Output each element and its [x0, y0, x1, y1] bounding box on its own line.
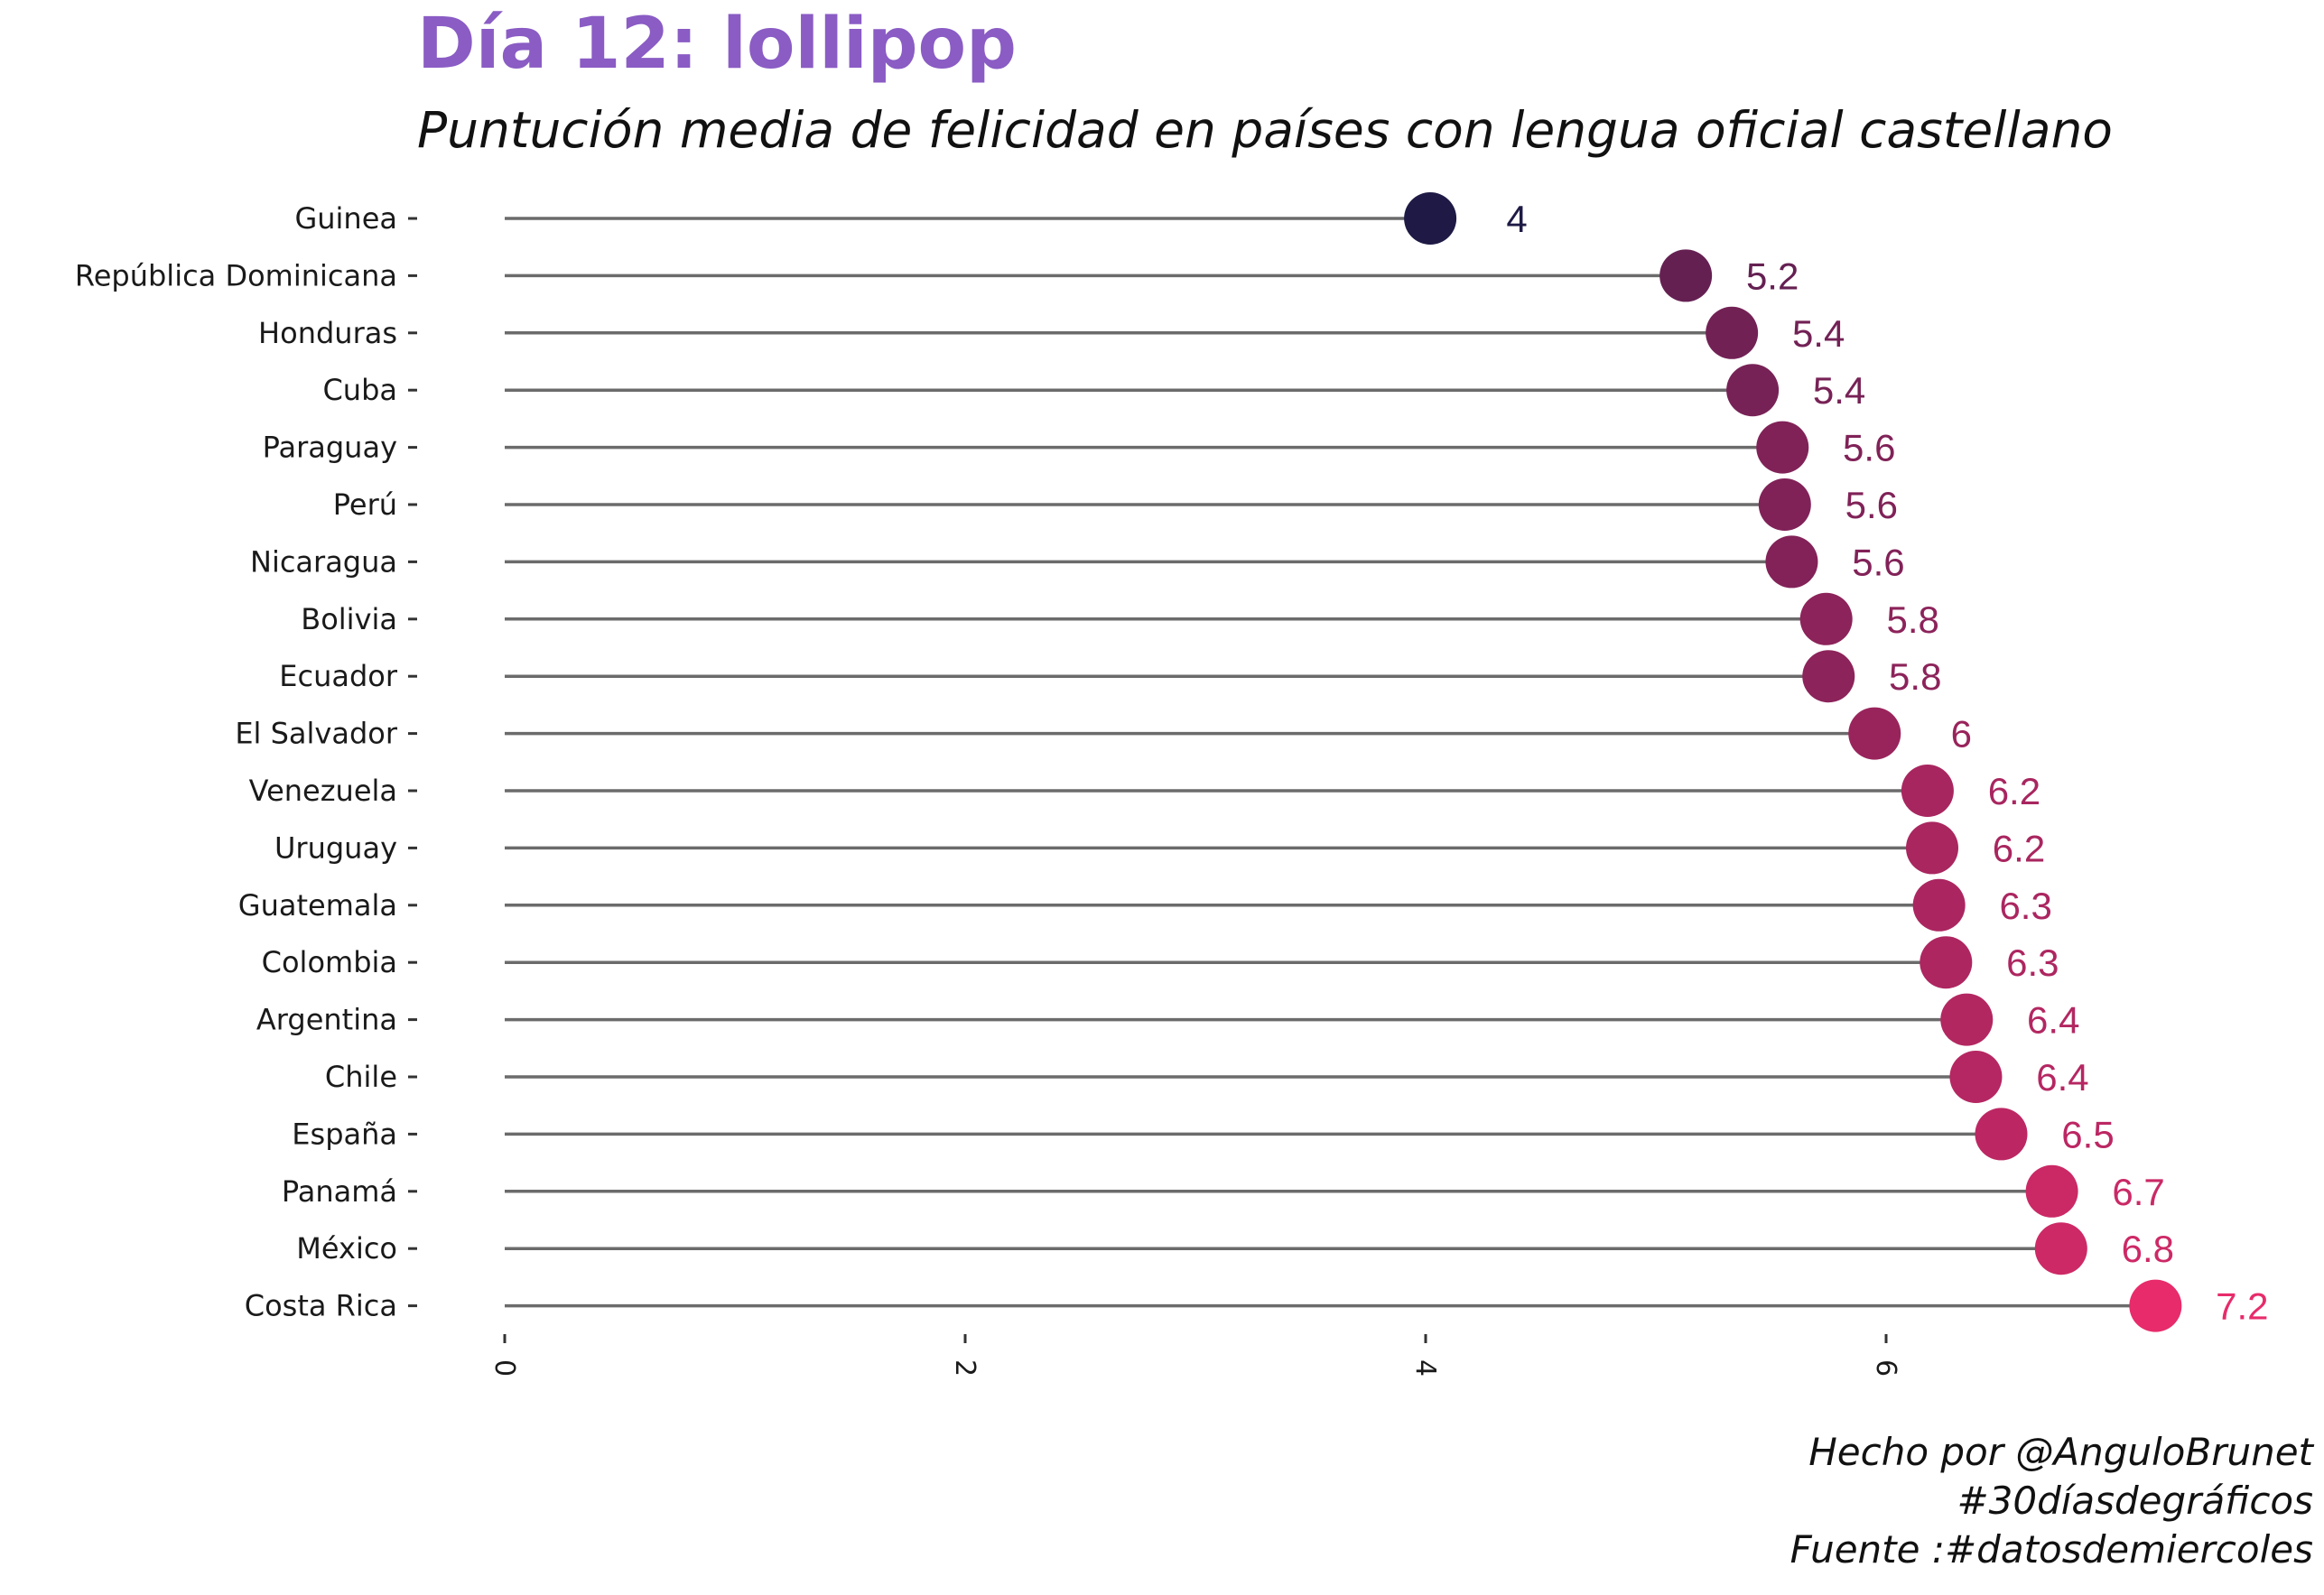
chart-title: Día 12: lollipop: [417, 4, 1017, 85]
lollipop-point: [1758, 478, 1811, 531]
category-label: España: [292, 1117, 397, 1151]
category-label: Bolivia: [301, 602, 397, 636]
lollipop-point: [1659, 249, 1713, 302]
caption-hashtag: #30díasdegráficos: [1957, 1479, 2313, 1523]
category-label: Ecuador: [279, 659, 398, 693]
value-labels-layer: 45.25.45.45.65.65.65.85.866.26.26.36.36.…: [1506, 198, 2268, 1328]
lollipop-point: [2034, 1222, 2087, 1275]
value-label: 6.2: [1988, 770, 2040, 812]
lollipop-point: [1848, 707, 1901, 760]
category-label: Nicaragua: [250, 544, 397, 579]
x-tick-label: 4: [1409, 1359, 1441, 1377]
lollipop-point: [1906, 821, 1958, 875]
category-label: México: [296, 1231, 397, 1266]
value-label: 6.8: [2122, 1228, 2174, 1270]
category-label: Cuba: [322, 373, 397, 407]
value-label: 6.4: [2036, 1056, 2088, 1099]
category-label: Uruguay: [274, 830, 397, 865]
value-label: 5.6: [1852, 541, 1904, 583]
lollipop-point: [2129, 1279, 2182, 1332]
value-label: 6.7: [2112, 1171, 2164, 1213]
lollipop-point: [1901, 765, 1954, 817]
category-label: República Dominicana: [75, 258, 397, 292]
x-tick-label: 2: [949, 1359, 981, 1377]
value-label: 5.8: [1887, 598, 1939, 641]
value-label: 6.2: [1993, 827, 2045, 869]
y-axis: Guinea República Dominicana Honduras Cuba Pa…: [75, 201, 417, 1323]
category-label: Guatemala: [238, 888, 397, 923]
segments-layer: [505, 217, 2156, 1308]
points-layer: [1404, 192, 2182, 1332]
lollipop-point: [1802, 650, 1855, 703]
lollipop-point: [1756, 421, 1809, 474]
category-label: El Salvador: [235, 717, 398, 751]
category-label: Guinea: [294, 201, 397, 236]
lollipop-point: [1726, 364, 1780, 417]
category-label: Argentina: [256, 1003, 397, 1037]
category-label: Venezuela: [249, 774, 397, 808]
value-label: 5.4: [1813, 369, 1865, 412]
x-axis: 0 2 4 6: [488, 1334, 1901, 1377]
category-label: Costa Rica: [245, 1289, 397, 1323]
lollipop-point: [1765, 535, 1818, 589]
lollipop-point: [1706, 306, 1759, 359]
value-label: 6.3: [2006, 941, 2059, 984]
value-label: 5.2: [1746, 255, 1799, 297]
value-label: 6.3: [1999, 885, 2051, 927]
lollipop-point: [1920, 936, 1973, 989]
value-label: 4: [1506, 198, 1527, 240]
x-tick-label: 0: [488, 1359, 520, 1377]
value-label: 6.5: [2061, 1113, 2114, 1155]
value-label: 6: [1951, 713, 1972, 756]
value-label: 5.6: [1843, 427, 1895, 469]
lollipop-point: [1949, 1051, 2003, 1103]
lollipop-point: [1940, 993, 1994, 1046]
caption-author: Hecho por @AnguloBrunet: [1808, 1430, 2313, 1474]
caption: Hecho por @AnguloBrunet #30díasdegráfico…: [1790, 1428, 2313, 1574]
category-label: Panamá: [282, 1174, 397, 1209]
value-label: 5.6: [1845, 484, 1898, 526]
lollipop-point: [1404, 192, 1457, 245]
category-label: Paraguay: [263, 431, 397, 465]
value-label: 6.4: [2027, 999, 2079, 1042]
chart-subtitle: Puntución media de felicidad en países c…: [417, 101, 2113, 159]
caption-source: Fuente :#datosdemiercoles: [1789, 1527, 2313, 1572]
lollipop-point: [1799, 592, 1853, 645]
x-tick-label: 6: [1870, 1359, 1901, 1377]
category-label: Honduras: [258, 316, 397, 350]
lollipop-point: [1912, 878, 1966, 932]
value-label: 5.4: [1792, 312, 1845, 355]
category-label: Perú: [333, 487, 397, 522]
lollipop-point: [1975, 1108, 2028, 1161]
category-label: Colombia: [262, 945, 397, 979]
value-label: 5.8: [1889, 655, 1941, 698]
category-label: Chile: [325, 1060, 397, 1094]
value-label: 7.2: [2216, 1285, 2268, 1328]
lollipop-point: [2025, 1164, 2078, 1218]
